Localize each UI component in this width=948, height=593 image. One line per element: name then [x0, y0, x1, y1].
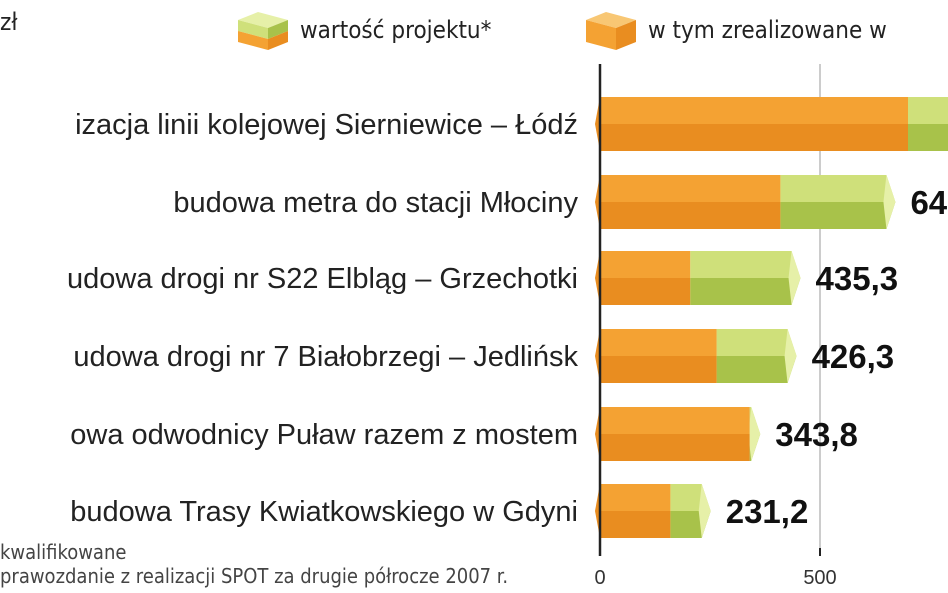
value-label: 426,3 — [812, 338, 895, 375]
bar-5-realized — [600, 407, 750, 461]
orange-cube-icon — [586, 12, 636, 50]
category-label: owa odwodnicy Puław razem z mostem — [70, 419, 578, 451]
bar-6-realized — [600, 484, 671, 538]
legend-item-realized: w tym zrealizowane w — [576, 10, 887, 50]
bars — [595, 97, 948, 538]
footnote-source: prawozdanie z realizacji SPOT za drugie … — [0, 564, 509, 588]
bar-4-realized — [600, 329, 717, 383]
category-label: udowa drogi nr S22 Elbląg – Grzechotki — [67, 263, 578, 295]
unit-label: zł — [0, 8, 18, 36]
category-label: budowa Trasy Kwiatkowskiego w Gdyni — [70, 496, 578, 528]
bar-3-total-cap — [788, 251, 801, 305]
category-label: budowa metra do stacji Młociny — [173, 187, 578, 219]
bar-6-total-cap — [698, 484, 711, 538]
bar-2-total-cap — [883, 175, 896, 229]
value-label: 435,3 — [816, 260, 899, 297]
bar-2-total — [780, 175, 896, 229]
category-labels: izacja linii kolejowej Sierniewice – Łód… — [67, 109, 579, 528]
bar-3-total — [690, 251, 801, 305]
legend-item-total: wartość projektu* — [228, 10, 491, 50]
footnote-qualified: kwalifikowane — [0, 540, 127, 564]
legend-label-realized: w tym zrealizowane w — [648, 16, 887, 44]
bar-4-total-cap — [784, 329, 797, 383]
legend-label-total: wartość projektu* — [300, 16, 492, 44]
bar-5-total-cap — [748, 407, 761, 461]
value-labels: 64 435,3 426,3 343,8 231,2 — [726, 184, 948, 530]
bar-4-total — [716, 329, 797, 383]
category-label: izacja linii kolejowej Sierniewice – Łód… — [75, 109, 578, 141]
bar-3-realized — [600, 251, 691, 305]
value-label: 343,8 — [775, 416, 858, 453]
value-label: 64 — [910, 184, 947, 221]
x-tick-label: 500 — [803, 567, 836, 589]
category-label: udowa drogi nr 7 Białobrzegi – Jedlińsk — [73, 341, 578, 373]
bar-1-total — [908, 97, 948, 151]
value-label: 231,2 — [726, 493, 809, 530]
bar-2-realized — [600, 175, 781, 229]
x-tick-label: 0 — [594, 567, 605, 589]
green-cube-icon — [238, 12, 288, 50]
bar-1-realized — [600, 97, 908, 151]
x-axis: 0 500 — [594, 64, 837, 589]
